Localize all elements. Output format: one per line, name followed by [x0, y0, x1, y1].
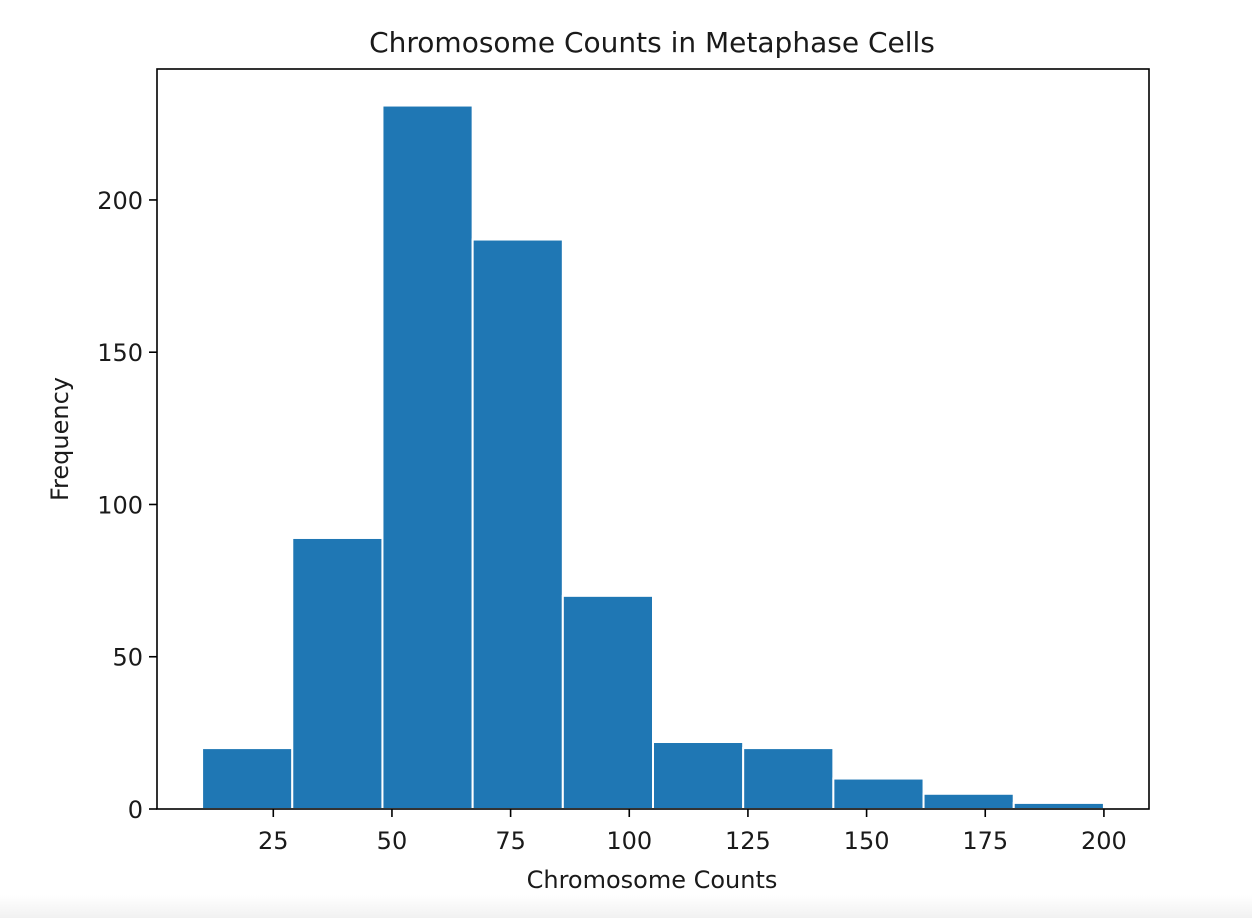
y-tick-label: 100: [97, 491, 143, 519]
histogram-bar-9: [922, 792, 1015, 811]
y-axis-label: Frequency: [46, 377, 74, 501]
ticks-layer: 25 50 75 100 125 150 175 200 0 50 100 150 200: [97, 187, 1127, 855]
histogram-bar-5: [561, 594, 654, 811]
y-tick-label: 50: [112, 644, 143, 672]
y-tick-label: 150: [97, 339, 143, 367]
y-tick-label: 0: [128, 796, 143, 824]
x-tick-label: 150: [844, 827, 890, 855]
bars-layer: [201, 104, 1105, 811]
chart-title: Chromosome Counts in Metaphase Cells: [369, 26, 935, 59]
histogram-bar-7: [742, 747, 835, 811]
x-tick-label: 75: [495, 827, 526, 855]
histogram-bar-2: [291, 536, 384, 810]
histogram-bar-8: [832, 777, 925, 810]
histogram-bar-6: [652, 741, 745, 810]
x-tick-label: 25: [258, 827, 289, 855]
x-tick-label: 175: [962, 827, 1008, 855]
histogram-bar-10: [1012, 801, 1105, 811]
histogram-bar-1: [201, 747, 294, 811]
x-tick-label: 100: [606, 827, 652, 855]
plot-frame: [156, 68, 1150, 810]
x-axis-label: Chromosome Counts: [527, 866, 778, 894]
x-tick-label: 200: [1081, 827, 1127, 855]
x-tick-label: 50: [377, 827, 408, 855]
window-bottom-edge: [0, 895, 1252, 918]
histogram-bar-4: [471, 238, 564, 810]
x-tick-label: 125: [725, 827, 771, 855]
histogram-bar-3: [381, 104, 474, 810]
y-tick-label: 200: [97, 187, 143, 215]
